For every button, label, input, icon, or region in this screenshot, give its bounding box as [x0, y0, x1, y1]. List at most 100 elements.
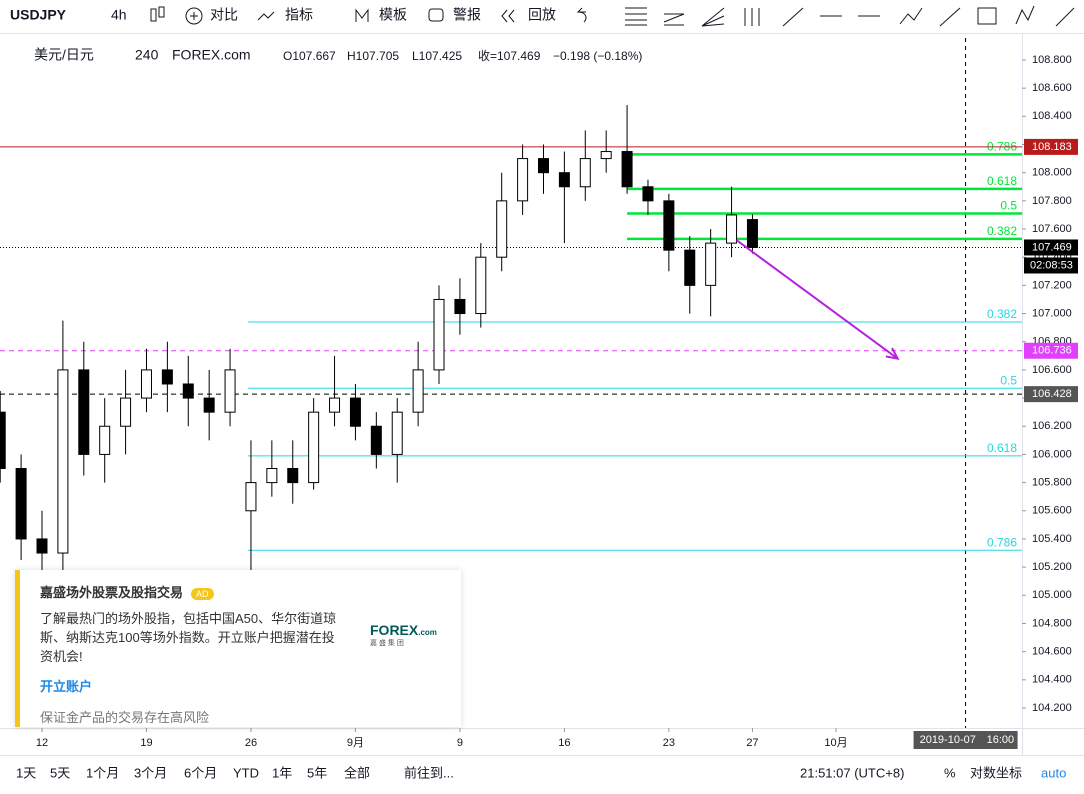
candle-body: [78, 369, 90, 455]
toolbar-button[interactable]: 指标: [285, 7, 313, 23]
candle-body: [36, 538, 48, 554]
quote-value: O107.667: [283, 49, 336, 63]
candle-body: [57, 369, 69, 554]
goto-button[interactable]: 前往到...: [404, 765, 454, 780]
y-tick-label: 106.600: [1032, 364, 1072, 376]
candle-body: [475, 256, 487, 315]
range-button[interactable]: YTD: [233, 765, 259, 780]
logo-sub: .com: [418, 628, 437, 637]
cursor-time: 16:00: [987, 734, 1015, 746]
range-button[interactable]: 6个月: [184, 765, 217, 780]
y-tick-label: 104.600: [1032, 646, 1072, 658]
clock: 21:51:07 (UTC+8): [800, 765, 904, 780]
y-tick-label: 108.800: [1032, 54, 1072, 66]
candle-body: [537, 158, 549, 174]
candle-body: [642, 186, 654, 202]
y-tick-label: 107.200: [1032, 279, 1072, 291]
x-tick-label: 27: [746, 737, 758, 749]
candle-body: [15, 468, 27, 540]
x-tick-label: 23: [663, 737, 675, 749]
candle-body: [370, 425, 382, 455]
candle-body: [245, 482, 257, 512]
price-tag-label: 108.183: [1032, 141, 1072, 153]
x-tick-label: 9月: [347, 737, 364, 749]
y-tick-label: 108.000: [1032, 167, 1072, 179]
x-tick-label: 19: [140, 737, 152, 749]
ad-panel: 嘉盛场外股票及股指交易 AD 了解最热门的场外股指，包括中国A50、华尔街道琼斯、…: [15, 570, 461, 727]
y-tick-label: 105.800: [1032, 477, 1072, 489]
candle-body: [579, 158, 591, 188]
y-tick-label: 104.400: [1032, 674, 1072, 686]
cursor-date: 2019-10-07: [920, 734, 976, 746]
y-tick-label: 106.000: [1032, 448, 1072, 460]
candle-body: [182, 383, 194, 399]
data-source[interactable]: FOREX.com: [172, 47, 251, 63]
candle-body: [203, 397, 215, 413]
toolbar-button[interactable]: 对比: [210, 7, 238, 23]
range-button[interactable]: 3个月: [134, 765, 167, 780]
candle-body: [287, 468, 299, 484]
ad-logo: FOREX.com 嘉 盛 集 团: [370, 622, 437, 648]
price-tag: [1024, 138, 1078, 155]
y-tick-label: 104.200: [1032, 702, 1072, 714]
price-tag-label: 106.428: [1032, 388, 1072, 400]
y-tick-label: 107.800: [1032, 195, 1072, 207]
symbol[interactable]: USDJPY: [10, 7, 67, 23]
quote-value: −0.198 (−0.18%): [553, 49, 642, 63]
y-tick-label: 105.000: [1032, 589, 1072, 601]
toolbar-button[interactable]: 模板: [379, 7, 407, 23]
candle-body: [161, 369, 173, 385]
range-button[interactable]: 5天: [50, 765, 70, 780]
auto-toggle[interactable]: auto: [1041, 765, 1066, 780]
quote-value: H107.705: [347, 49, 399, 63]
toolbar-button[interactable]: 警报: [453, 7, 481, 23]
range-button[interactable]: 全部: [344, 765, 370, 780]
toolbar-button[interactable]: 回放: [528, 7, 556, 23]
cursor-date-tag: [913, 731, 1018, 749]
range-button[interactable]: 1年: [272, 765, 292, 780]
x-tick-label: 12: [36, 737, 48, 749]
trend-arrow: [736, 239, 899, 360]
ad-link[interactable]: 开立账户: [40, 679, 93, 694]
candle-body: [684, 249, 696, 286]
candle-body: [99, 425, 111, 455]
candle-body: [621, 151, 633, 188]
y-tick-label: 105.600: [1032, 505, 1072, 517]
ad-footer: 保证金产品的交易存在高风险: [40, 710, 210, 725]
candle-body: [349, 397, 361, 427]
candle-body: [517, 158, 529, 202]
candle-body: [412, 369, 424, 413]
range-button[interactable]: 1个月: [86, 765, 119, 780]
y-tick-label: 105.400: [1032, 533, 1072, 545]
toolbar: [0, 0, 1084, 33]
y-tick-label: 108.600: [1032, 82, 1072, 94]
x-tick-label: 10月: [824, 737, 847, 749]
ad-title: 嘉盛场外股票及股指交易: [40, 585, 184, 600]
fib-ratio: 0.382: [987, 307, 1017, 321]
x-tick-label: 9: [457, 737, 463, 749]
percent-toggle[interactable]: %: [944, 765, 956, 780]
candle-body: [391, 411, 403, 455]
price-tag: [1024, 342, 1078, 359]
fib-ratio: 0.618: [987, 441, 1017, 455]
fib-ratio: 0.5: [1000, 373, 1017, 387]
header-interval: 240: [135, 47, 159, 63]
ad-body: 了解最热门的场外股指，包括中国A50、华尔街道琼斯、纳斯达克100等场外指数。开…: [40, 611, 337, 664]
range-button[interactable]: 1天: [16, 765, 36, 780]
candle-body: [120, 397, 132, 427]
quote-value: 收=107.469: [478, 49, 541, 63]
candle-body: [454, 298, 466, 315]
y-tick-label: 107.000: [1032, 307, 1072, 319]
interval[interactable]: 4h: [111, 7, 127, 23]
candle-body: [663, 200, 675, 251]
log-toggle[interactable]: 对数坐标: [970, 765, 1022, 780]
range-button[interactable]: 5年: [307, 765, 327, 780]
arrow-head: [885, 347, 900, 360]
candle-body: [329, 397, 341, 413]
ad-badge: AD: [191, 588, 214, 600]
candle-body: [726, 214, 738, 244]
candle-body: [140, 369, 152, 399]
countdown-label: 02:08:53: [1030, 259, 1073, 271]
x-tick-label: 26: [245, 737, 257, 749]
